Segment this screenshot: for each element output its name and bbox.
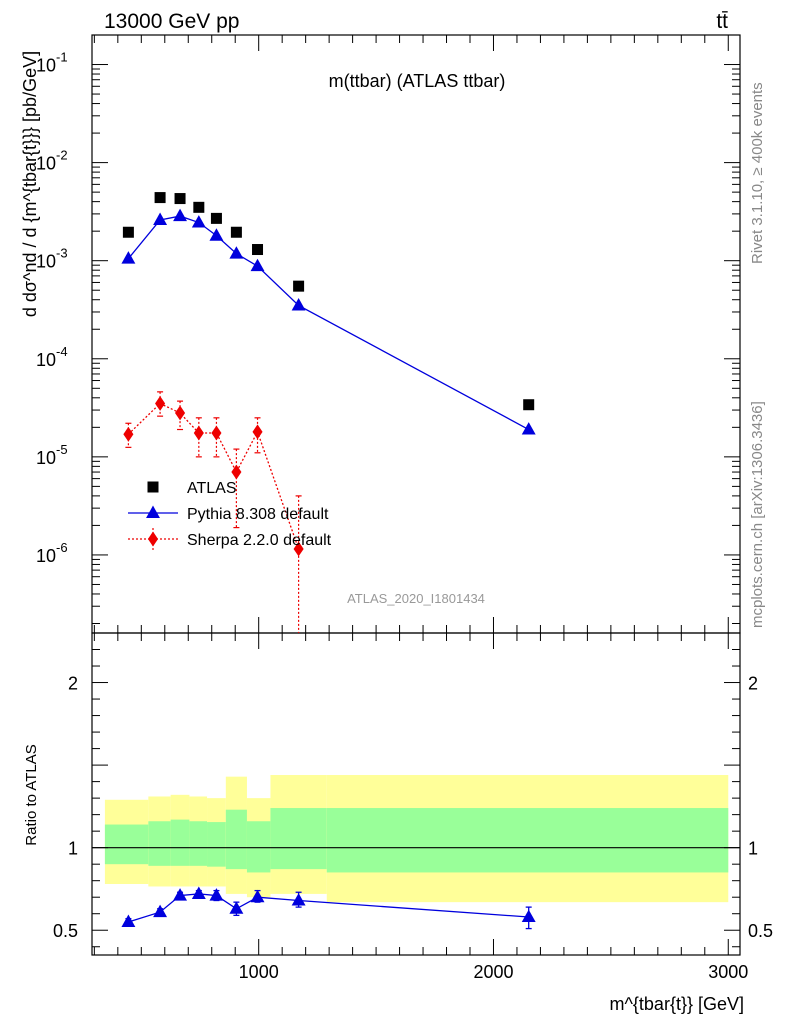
ratio-point	[291, 893, 306, 906]
ratio-y-tick-label: 1	[68, 839, 78, 859]
data-point	[175, 405, 186, 421]
data-point	[191, 215, 206, 228]
ratio-point	[250, 889, 265, 903]
data-series	[121, 192, 536, 930]
y-tick-label: 10	[36, 154, 56, 174]
x-tick-label: 1000	[239, 962, 279, 982]
y-axis-label: d dσ^nd / d {m^{tbar{t}}} [pb/GeV]	[20, 51, 40, 317]
y-tick-label-exponent: -3	[56, 246, 68, 261]
legend-marker	[147, 531, 159, 547]
legend-marker	[146, 505, 160, 519]
ratio-band-inner	[104, 824, 149, 865]
y-tick-label-exponent: -1	[56, 50, 68, 65]
series-sherpa-2-2-0-default	[123, 391, 304, 633]
process-label: tt̄	[716, 10, 728, 33]
data-point	[155, 396, 166, 411]
legend-label: Pythia 8.308 default	[187, 506, 329, 523]
y-tick-label: 10	[36, 448, 56, 468]
ratio-band-inner	[246, 821, 271, 873]
data-point	[174, 193, 186, 205]
ratio-point	[153, 904, 168, 918]
ratio-y-tick-label: 0.5	[53, 921, 78, 941]
ratio-point	[521, 909, 536, 923]
data-point	[252, 244, 264, 256]
ratio-y-tick-label-right: 2	[748, 674, 758, 694]
ratio-series-pythia-8-308-default	[121, 886, 536, 930]
ratio-axes-frame	[91, 632, 741, 956]
legend-label: Sherpa 2.2.0 default	[187, 532, 332, 549]
axis-ticks	[92, 34, 740, 955]
x-axis-label: m^{tbar{t}} [GeV]	[609, 994, 744, 1014]
y-tick-label-exponent: -4	[56, 344, 68, 359]
data-point	[193, 425, 204, 441]
analysis-id: ATLAS_2020_I1801434	[347, 591, 485, 606]
data-point	[211, 425, 222, 441]
data-point	[252, 424, 263, 440]
y-tick-label: 10	[36, 350, 56, 370]
series-atlas	[122, 192, 535, 411]
rivet-label: Rivet 3.1.10, ≥ 400k events	[749, 82, 766, 264]
ratio-axis-label: Ratio to ATLAS	[23, 744, 40, 845]
data-point	[154, 192, 166, 204]
series-pythia-8-308-default	[121, 208, 536, 435]
data-point	[193, 201, 205, 213]
ratio-y-tick-label-right: 1	[748, 839, 758, 859]
data-point	[291, 297, 306, 311]
data-point	[521, 422, 536, 435]
legend-label: ATLAS	[187, 480, 237, 497]
ratio-y-tick-label: 2	[68, 674, 78, 694]
ratio-point	[173, 888, 188, 901]
ratio-band-inner	[326, 808, 729, 873]
data-point	[209, 228, 224, 241]
data-point	[173, 208, 188, 222]
ratio-band-inner	[225, 809, 247, 870]
legend-marker	[147, 481, 159, 493]
mcplots-label: mcplots.cern.ch [arXiv:1306.3436]	[749, 401, 766, 628]
ratio-band-inner	[189, 821, 208, 866]
data-point	[210, 212, 222, 224]
data-point	[231, 464, 242, 480]
y-tick-label: 10	[36, 252, 56, 272]
data-point	[230, 226, 242, 238]
data-point	[229, 246, 244, 259]
ratio-y-tick-label-right: 0.5	[748, 921, 773, 941]
series-line	[127, 215, 530, 431]
ratio-band-inner	[170, 819, 190, 866]
data-point	[122, 226, 134, 238]
data-point	[250, 258, 265, 272]
y-tick-label: 10	[36, 56, 56, 76]
ratio-point	[229, 901, 244, 914]
ratio-band-inner	[270, 808, 327, 870]
ratio-band-inner	[207, 822, 226, 867]
y-tick-label: 10	[36, 546, 56, 566]
x-tick-label: 3000	[708, 962, 748, 982]
energy-label: 13000 GeV pp	[104, 10, 239, 33]
data-point	[523, 399, 535, 411]
main-title: m(ttbar) (ATLAS ttbar)	[329, 71, 506, 91]
data-point	[121, 251, 136, 264]
legend: ATLAS Pythia 8.308 default Sherpa 2.2.0 de…	[128, 480, 332, 550]
axes-frames	[91, 34, 741, 956]
y-tick-label-exponent: -2	[56, 148, 68, 163]
data-point	[293, 541, 304, 557]
series-line	[127, 402, 300, 550]
x-tick-label: 2000	[473, 962, 513, 982]
ratio-point	[121, 914, 136, 928]
y-tick-label-exponent: -6	[56, 540, 68, 555]
ratio-uncertainty-bands	[92, 775, 740, 903]
ratio-band-inner	[148, 821, 171, 866]
data-point	[293, 280, 305, 292]
ratio-point	[191, 886, 206, 899]
data-point	[123, 426, 134, 442]
ratio-point	[209, 888, 224, 901]
data-point	[153, 212, 168, 226]
y-tick-label-exponent: -5	[56, 442, 68, 457]
